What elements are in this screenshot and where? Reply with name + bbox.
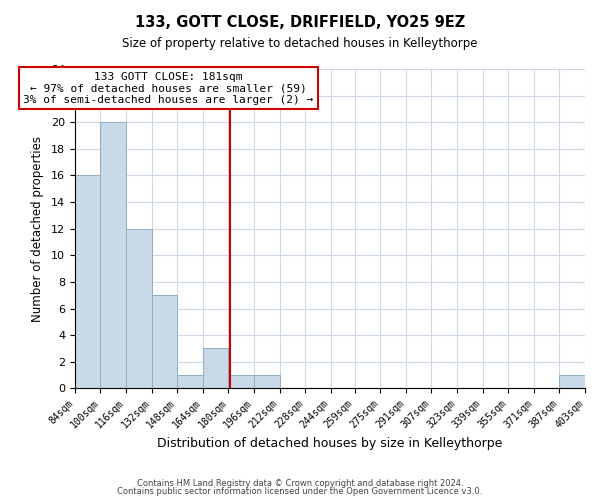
Text: Size of property relative to detached houses in Kelleythorpe: Size of property relative to detached ho… [122,38,478,51]
Bar [203,348,229,389]
Text: Contains public sector information licensed under the Open Government Licence v3: Contains public sector information licen… [118,487,482,496]
Text: 133 GOTT CLOSE: 181sqm
← 97% of detached houses are smaller (59)
3% of semi-deta: 133 GOTT CLOSE: 181sqm ← 97% of detached… [23,72,314,105]
Bar [126,228,152,388]
Bar [254,375,280,388]
Bar [152,295,177,388]
Bar [177,375,203,388]
Text: Contains HM Land Registry data © Crown copyright and database right 2024.: Contains HM Land Registry data © Crown c… [137,478,463,488]
X-axis label: Distribution of detached houses by size in Kelleythorpe: Distribution of detached houses by size … [157,437,503,450]
Bar [229,375,254,388]
Bar [75,176,100,388]
Bar [100,122,126,388]
Bar [559,375,585,388]
Text: 133, GOTT CLOSE, DRIFFIELD, YO25 9EZ: 133, GOTT CLOSE, DRIFFIELD, YO25 9EZ [135,15,465,30]
Y-axis label: Number of detached properties: Number of detached properties [31,136,44,322]
